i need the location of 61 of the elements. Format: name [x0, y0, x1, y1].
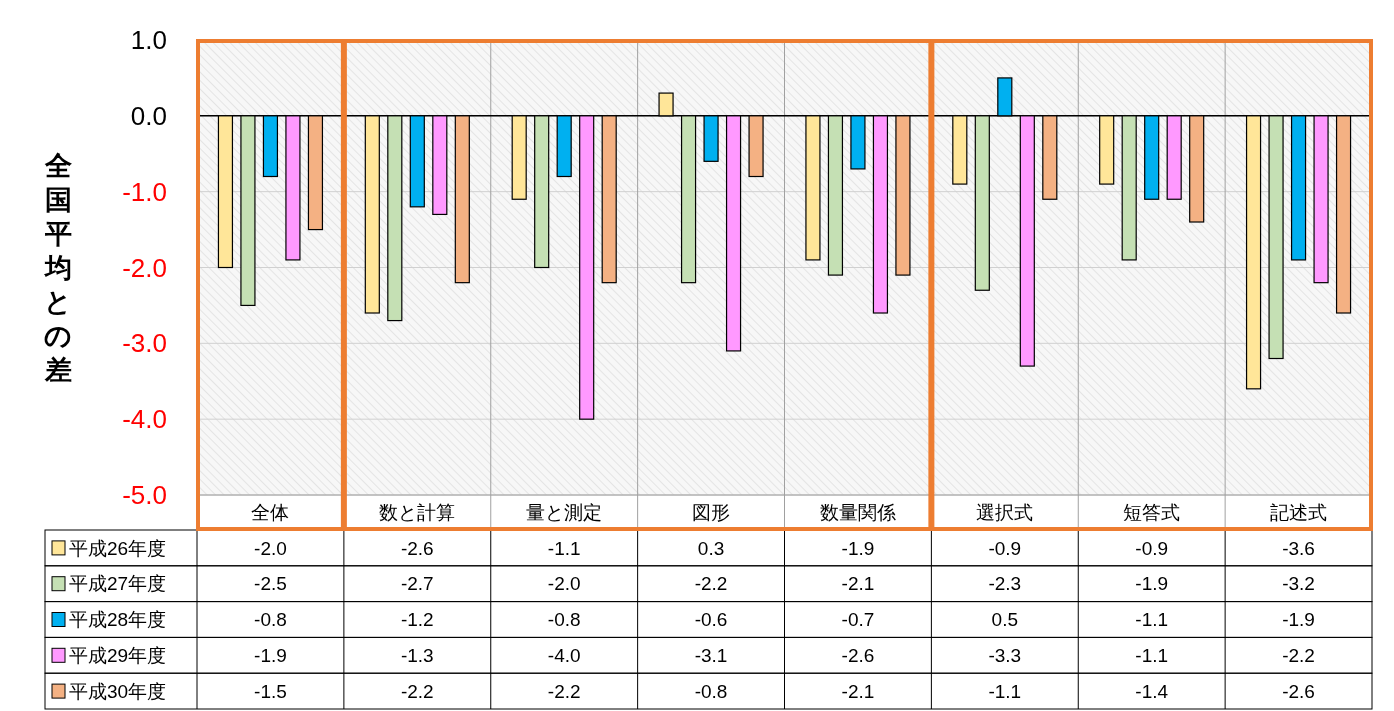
data-label: -0.8	[254, 609, 287, 631]
data-label: -2.2	[694, 573, 728, 595]
y-tick-label: -5.0	[122, 480, 167, 511]
data-label: -2.2	[400, 680, 434, 702]
data-label: -2.7	[400, 573, 434, 595]
x-tick-label: 図形	[692, 502, 731, 524]
data-label: -3.1	[694, 644, 728, 666]
data-label: -2.2	[547, 680, 581, 702]
data-label: -1.2	[400, 609, 434, 631]
y-axis-title: 全国平均との差	[42, 150, 72, 385]
data-label: -2.5	[254, 573, 287, 595]
x-tick-label: 数量関係	[819, 502, 896, 524]
data-label: -0.9	[988, 537, 1022, 559]
data-label: -0.8	[547, 609, 581, 631]
data-label: -0.7	[841, 609, 875, 631]
legend-label: 平成30年度	[69, 680, 167, 702]
data-label: -2.6	[841, 644, 875, 666]
x-tick-label: 量と測定	[526, 502, 603, 524]
data-label: -1.1	[1135, 644, 1169, 666]
data-label: -3.6	[1282, 537, 1315, 559]
data-label: -3.3	[988, 644, 1022, 666]
y-tick-label: 1.0	[130, 25, 167, 56]
y-tick-label: 0.0	[130, 100, 167, 131]
data-label: -3.2	[1282, 573, 1315, 595]
legend-label: 平成28年度	[69, 609, 167, 631]
legend-label: 平成27年度	[69, 573, 167, 595]
x-tick-label: 数と計算	[379, 502, 456, 524]
data-label: -1.1	[988, 680, 1022, 702]
data-label: -0.9	[1135, 537, 1169, 559]
data-label: -1.9	[1135, 573, 1169, 595]
data-label: -0.8	[694, 680, 728, 702]
data-label: 0.5	[991, 609, 1019, 631]
data-label: -2.1	[841, 680, 875, 702]
data-label: -2.0	[254, 537, 287, 559]
data-label: -1.1	[547, 537, 581, 559]
data-label: -1.1	[1135, 609, 1169, 631]
y-tick-label: -2.0	[122, 252, 167, 283]
data-label: -2.6	[1282, 680, 1315, 702]
legend-label: 平成29年度	[69, 644, 167, 666]
legend-label: 平成26年度	[69, 537, 167, 559]
data-label: -2.6	[400, 537, 434, 559]
x-tick-label: 記述式	[1270, 502, 1328, 524]
data-label: -2.3	[988, 573, 1022, 595]
x-tick-label: 全体	[251, 502, 290, 524]
data-label: -4.0	[547, 644, 581, 666]
data-label: -1.9	[841, 537, 875, 559]
data-label: -1.4	[1135, 680, 1169, 702]
data-label: -2.1	[841, 573, 875, 595]
y-tick-label: -3.0	[122, 328, 167, 359]
x-tick-label: 短答式	[1123, 502, 1181, 524]
x-tick-label: 選択式	[976, 502, 1034, 524]
y-tick-label: -1.0	[122, 176, 167, 207]
data-label: -1.9	[254, 644, 287, 666]
data-label: -2.2	[1282, 644, 1315, 666]
data-label: -0.6	[694, 609, 728, 631]
data-label: -2.0	[547, 573, 581, 595]
y-tick-label: -4.0	[122, 404, 167, 435]
data-label: -1.9	[1282, 609, 1315, 631]
data-label: -1.3	[400, 644, 434, 666]
data-label: -1.5	[254, 680, 287, 702]
data-label: 0.3	[697, 537, 725, 559]
